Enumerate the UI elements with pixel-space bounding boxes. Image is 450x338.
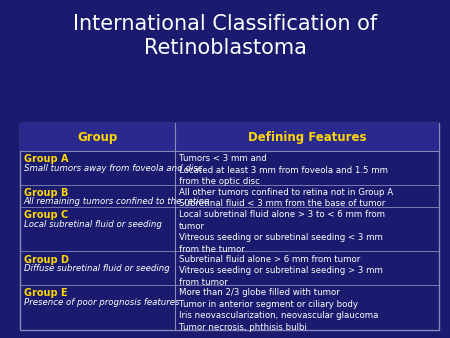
Text: Defining Features: Defining Features	[248, 131, 366, 144]
Text: Group B: Group B	[24, 188, 68, 198]
Text: Group E: Group E	[24, 288, 68, 298]
Text: Diffuse subretinal fluid or seeding: Diffuse subretinal fluid or seeding	[24, 264, 170, 273]
Text: Subretinal fluid alone > 6 mm from tumor
Vitreous seeding or subretinal seeding : Subretinal fluid alone > 6 mm from tumor…	[179, 255, 382, 287]
Text: Group D: Group D	[24, 255, 69, 265]
Text: Group C: Group C	[24, 210, 68, 220]
Text: Group: Group	[77, 131, 118, 144]
Bar	[20, 123, 439, 151]
Text: All other tumors confined to retina not in Group A
Subretinal fluid < 3 mm from : All other tumors confined to retina not …	[179, 188, 393, 209]
Text: All remaining tumors confined to the retina: All remaining tumors confined to the ret…	[24, 197, 210, 207]
Text: Presence of poor prognosis features: Presence of poor prognosis features	[24, 298, 180, 307]
Text: Tumors < 3 mm and
Located at least 3 mm from foveola and 1.5 mm
from the optic d: Tumors < 3 mm and Located at least 3 mm …	[179, 154, 388, 186]
Text: Group A: Group A	[24, 154, 68, 165]
Text: More than 2/3 globe filled with tumor
Tumor in anterior segment or ciliary body
: More than 2/3 globe filled with tumor Tu…	[179, 288, 378, 332]
Text: Local subretinal fluid alone > 3 to < 6 mm from
tumor
Vitreous seeding or subret: Local subretinal fluid alone > 3 to < 6 …	[179, 210, 385, 254]
Bar	[20, 123, 439, 330]
Text: Local subretinal fluid or seeding: Local subretinal fluid or seeding	[24, 220, 162, 229]
Text: International Classification of
Retinoblastoma: International Classification of Retinobl…	[73, 14, 377, 57]
Text: Small tumors away from foveola and disc: Small tumors away from foveola and disc	[24, 164, 202, 173]
